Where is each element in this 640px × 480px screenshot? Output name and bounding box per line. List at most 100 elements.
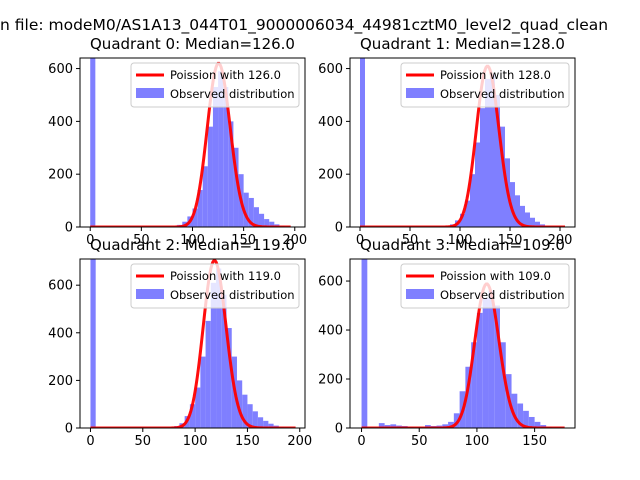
x-tick-label: 150 (522, 434, 547, 449)
x-tick-label: 0 (357, 434, 365, 449)
histogram-bar (361, 259, 368, 428)
y-tick-label: 600 (318, 62, 343, 77)
histogram-bar (480, 108, 485, 227)
histogram-bar (378, 423, 385, 428)
histogram-bar (258, 213, 265, 227)
legend-patch-swatch (406, 88, 434, 98)
histogram-bar (192, 208, 198, 227)
y-tick-label: 200 (318, 168, 343, 183)
subplot-quadrant-3: 0 50 100 150 0 200 400 600 Quadrant 3: Median=10… (318, 236, 576, 449)
histogram-bar (515, 195, 520, 227)
x-tick-label: 150 (235, 434, 260, 449)
x-tick-label: 0 (356, 233, 364, 248)
histogram-bar (534, 421, 541, 428)
histogram-bar (470, 174, 475, 227)
histogram-bar (500, 342, 506, 428)
poisson-curve (90, 61, 291, 227)
subplot-title: Quadrant 2: Median=119.0 (90, 236, 295, 254)
x-tick-label: 50 (135, 434, 152, 449)
y-tick-label: 400 (48, 115, 73, 130)
y-tick-label: 400 (318, 324, 343, 339)
histogram-bar (475, 142, 480, 227)
histogram-bar (218, 71, 224, 227)
histogram-bar (448, 421, 454, 428)
legend-box (130, 263, 300, 309)
histogram-bar (197, 190, 203, 227)
y-tick-label: 0 (65, 422, 73, 437)
histogram-bar (360, 58, 365, 227)
axes-frame (349, 258, 576, 429)
axes-frame (79, 258, 306, 429)
x-tick-label: 200 (287, 434, 312, 449)
figure-suptitle: n file: modeM0/AS1A13_044T01_9000006034_… (0, 16, 608, 35)
histogram-bar (248, 197, 254, 227)
histogram-bar (228, 121, 234, 227)
histogram-bar (212, 87, 219, 227)
legend: Poission with 109.0 Observed distribution (400, 263, 570, 309)
histogram-bar (236, 380, 243, 428)
x-tick-label: 100 (465, 434, 490, 449)
legend-entry: Observed distribution (170, 288, 295, 302)
histogram-bar (90, 58, 96, 227)
y-tick-label: 0 (65, 221, 73, 236)
histogram-bar (525, 212, 530, 227)
histogram-bar (242, 394, 248, 428)
histogram-bar (189, 404, 196, 428)
histogram-bar (200, 356, 206, 428)
histogram-bar (482, 298, 489, 428)
histogram-bar (247, 404, 253, 428)
histogram-bar (269, 221, 275, 227)
histogram-bar (517, 403, 524, 428)
histogram-bar (226, 328, 232, 428)
legend-entry: Poission with 126.0 (170, 68, 281, 82)
y-tick-label: 0 (335, 422, 343, 437)
histogram-bar (465, 200, 470, 227)
histogram-bar (207, 126, 213, 227)
y-tick-label: 200 (48, 168, 73, 183)
histogram-bar (90, 259, 96, 428)
x-tick-label: 100 (448, 233, 473, 248)
subplot-quadrant-1: 0 50 100 150 200 0 200 400 600 Quadrant 1: Median… (318, 35, 576, 248)
histogram-bar (195, 387, 201, 428)
legend-entry: Observed distribution (440, 288, 565, 302)
histogram-bar (510, 182, 515, 227)
x-tick-label: 0 (86, 233, 94, 248)
plot-area (360, 58, 565, 227)
histogram-bar (390, 424, 397, 428)
legend-box (130, 62, 300, 108)
histogram-bar (264, 219, 270, 227)
legend-patch-swatch (136, 289, 164, 299)
histogram-bar (500, 126, 505, 227)
subplot-title: Quadrant 1: Median=128.0 (360, 35, 565, 53)
histogram-bar (263, 420, 269, 428)
subplot-quadrant-2: 0 50 100 150 200 0 200 400 600 Quadrant 2: Median… (48, 236, 312, 449)
legend-entry: Observed distribution (170, 87, 295, 101)
x-tick-label: 0 (86, 434, 94, 449)
histogram-bar (442, 424, 449, 428)
histogram-bar (535, 221, 540, 227)
x-tick-label: 150 (231, 233, 256, 248)
y-tick-label: 400 (48, 326, 73, 341)
subplot-title: Quadrant 3: Median=109.0 (360, 236, 565, 254)
histogram-bar (520, 205, 525, 227)
subplot-quadrant-0: 0 50 100 150 200 0 200 400 600 Quadrant 0: Median… (48, 35, 307, 248)
histogram-bar (511, 393, 518, 428)
y-tick-label: 600 (48, 62, 73, 77)
legend: Poission with 119.0 Observed distribution (130, 263, 300, 309)
histogram-bar (202, 166, 208, 227)
legend-box (400, 263, 570, 309)
y-tick-label: 600 (318, 275, 343, 290)
x-tick-label: 200 (548, 233, 573, 248)
histogram-bar (530, 217, 535, 227)
legend: Poission with 128.0 Observed distribution (400, 62, 570, 108)
legend-entry: Poission with 128.0 (440, 68, 551, 82)
histogram-bar (495, 94, 500, 227)
x-tick-label: 150 (498, 233, 523, 248)
y-tick-label: 600 (48, 279, 73, 294)
plot-area (90, 58, 291, 227)
histogram-bar (494, 305, 500, 428)
x-tick-label: 50 (133, 233, 150, 248)
histogram-bar (528, 416, 535, 428)
y-tick-label: 0 (335, 221, 343, 236)
